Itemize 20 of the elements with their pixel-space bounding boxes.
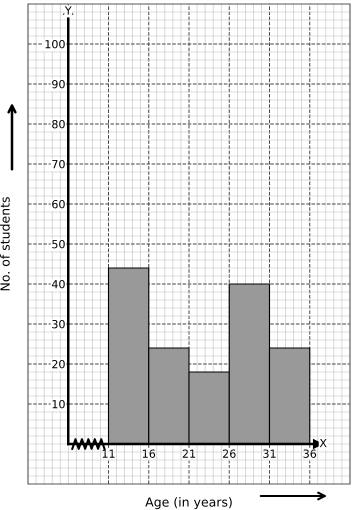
y-tick-label: 100 [46,40,65,48]
y-tick-label: 20 [52,360,65,368]
y-tick-label: 30 [52,320,65,328]
ref-line-label: Y [64,6,72,14]
y-axis-title: No. of students [0,197,10,290]
y-tick-label: 80 [52,120,65,128]
y-tick-label: 10 [52,400,65,408]
x-tick-label: 16 [142,449,156,458]
y-tick-label: 90 [52,80,65,88]
y-tick-label: 60 [52,200,65,208]
x-tick-label: 36 [304,449,316,458]
y-tick-label: 70 [52,160,65,168]
y-tick-label: 50 [52,240,65,248]
x-tick-label: 21 [182,449,196,458]
ref-line-label: X [320,438,327,448]
y-tick-label: 40 [52,280,65,288]
x-tick-label: 26 [222,449,236,458]
x-tick-label: 31 [263,449,276,458]
x-axis-title: Age (in years) [145,497,232,510]
x-tick-label: 11 [102,450,115,458]
